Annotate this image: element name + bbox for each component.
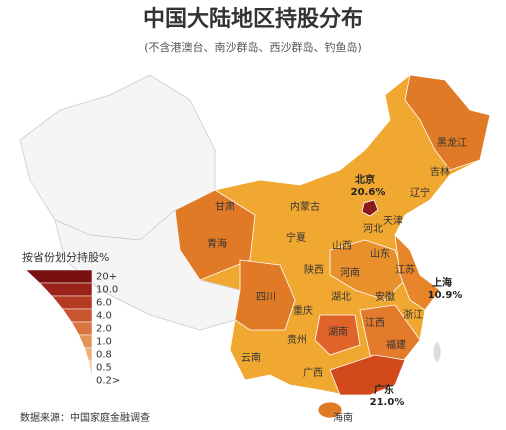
- province-label: 河北: [363, 223, 383, 235]
- region: [404, 74, 491, 171]
- title: 中国大陆地区持股分布: [143, 6, 363, 32]
- callout-value: 10.9%: [428, 290, 463, 301]
- callout-name: 广东: [374, 383, 394, 396]
- legend-label: 20+: [96, 272, 117, 283]
- region: [317, 401, 343, 419]
- province-label: 山西: [332, 240, 352, 252]
- legend-label: 0.5: [96, 363, 112, 374]
- province-label: 天津: [383, 215, 403, 227]
- province-label: 青海: [207, 237, 227, 250]
- callout-value: 20.6%: [351, 187, 386, 198]
- province-label: 宁夏: [286, 231, 306, 244]
- province-label: 黑龙江: [437, 136, 467, 149]
- region: [174, 189, 256, 281]
- region: [234, 259, 296, 331]
- province-label: 重庆: [293, 304, 313, 317]
- province-label: 安徽: [375, 290, 395, 303]
- legend-label: 4.0: [96, 311, 112, 322]
- province-label: 海南: [333, 411, 353, 424]
- province-label: 广西: [303, 367, 323, 379]
- province-label: 江西: [365, 317, 385, 329]
- province-label: 云南: [241, 351, 261, 364]
- province-label: 内蒙古: [290, 200, 320, 213]
- province-label: 河南: [340, 266, 360, 279]
- subtitle: (不含港澳台、南沙群岛、西沙群岛、钓鱼岛): [144, 40, 362, 54]
- province-label: 辽宁: [410, 186, 430, 199]
- legend-label: 10.0: [96, 285, 118, 296]
- legend-label: 0.8: [96, 350, 112, 361]
- province-label: 湖北: [331, 291, 351, 303]
- regions: [19, 74, 491, 419]
- region: [359, 304, 421, 366]
- legend-label: 6.0: [96, 298, 112, 309]
- callout-name: 上海: [432, 276, 452, 289]
- province-label: 浙江: [403, 309, 423, 321]
- region: [329, 239, 406, 301]
- province-label: 甘肃: [215, 200, 235, 213]
- province-label: 四川: [256, 292, 276, 303]
- legend-label: 2.0: [96, 324, 112, 335]
- province-label: 福建: [386, 338, 406, 351]
- legend: 20+ 10.0 6.0 4.0 2.0 1.0 0.8 0.5 0.2>: [25, 269, 120, 388]
- province-label: 吉林: [430, 165, 450, 178]
- legend-swatch: [90, 373, 93, 388]
- region: [361, 199, 379, 217]
- region: [314, 314, 361, 356]
- region-no-data: [432, 341, 442, 363]
- region: [329, 354, 406, 396]
- callout-value: 21.0%: [370, 397, 405, 408]
- region: [394, 233, 441, 311]
- province-label: 陕西: [304, 263, 324, 276]
- legend-label: 1.0: [96, 337, 112, 348]
- source: 数据来源：中国家庭金融调查: [20, 411, 150, 424]
- province-label: 湖南: [328, 325, 348, 338]
- province-label: 山东: [370, 247, 390, 260]
- province-label: 贵州: [287, 333, 307, 346]
- callout-name: 北京: [355, 173, 375, 186]
- legend-title: 按省份划分持股%: [22, 250, 109, 264]
- legend-label: 0.2>: [96, 376, 120, 387]
- province-label: 江苏: [395, 263, 415, 276]
